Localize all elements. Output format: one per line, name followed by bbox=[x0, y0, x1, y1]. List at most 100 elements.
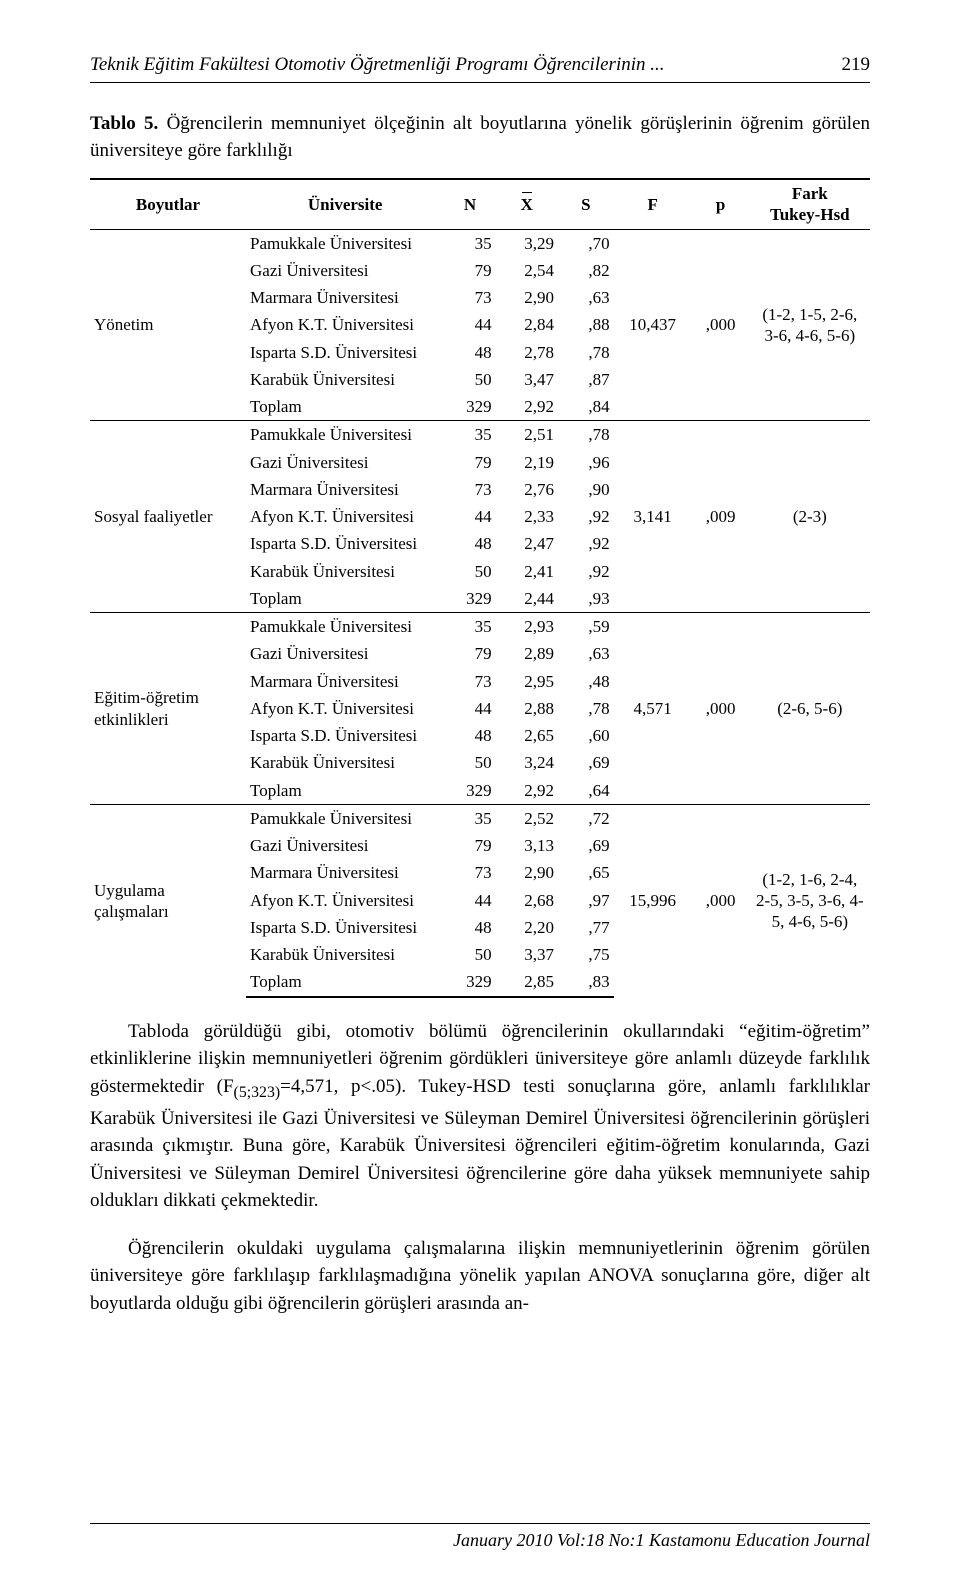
th-tukey-b: Tukey-Hsd bbox=[770, 205, 850, 224]
table-row: Sosyal faaliyetlerPamukkale Üniversitesi… bbox=[90, 421, 870, 449]
mean-cell: 2,65 bbox=[496, 722, 558, 749]
uni-cell: Pamukkale Üniversitesi bbox=[246, 229, 444, 257]
table-row: Eğitim-öğretim etkinlikleriPamukkale Üni… bbox=[90, 613, 870, 641]
th-p: p bbox=[692, 179, 750, 229]
uni-cell: Isparta S.D. Üniversitesi bbox=[246, 339, 444, 366]
sd-cell: ,92 bbox=[558, 530, 614, 557]
n-cell: 73 bbox=[444, 476, 495, 503]
sd-cell: ,77 bbox=[558, 914, 614, 941]
sd-cell: ,82 bbox=[558, 257, 614, 284]
tukey-cell: (2-3) bbox=[750, 421, 870, 613]
n-cell: 35 bbox=[444, 421, 495, 449]
mean-cell: 2,90 bbox=[496, 859, 558, 886]
mean-cell: 2,19 bbox=[496, 449, 558, 476]
mean-cell: 2,44 bbox=[496, 585, 558, 613]
journal-footer: January 2010 Vol:18 No:1 Kastamonu Educa… bbox=[90, 1523, 870, 1551]
n-cell: 48 bbox=[444, 339, 495, 366]
paragraph-1: Tabloda görüldüğü gibi, otomotiv bölümü … bbox=[90, 1018, 870, 1215]
sd-cell: ,83 bbox=[558, 968, 614, 996]
table-row: Uygulama çalışmalarıPamukkale Üniversite… bbox=[90, 804, 870, 832]
p1-sub: (5;323) bbox=[234, 1084, 281, 1101]
sd-cell: ,78 bbox=[558, 695, 614, 722]
uni-cell: Karabük Üniversitesi bbox=[246, 749, 444, 776]
sd-cell: ,69 bbox=[558, 749, 614, 776]
tukey-cell: (1-2, 1-6, 2-4, 2-5, 3-5, 3-6, 4-5, 4-6,… bbox=[750, 804, 870, 996]
mean-cell: 2,68 bbox=[496, 887, 558, 914]
mean-cell: 2,90 bbox=[496, 284, 558, 311]
p-cell: ,000 bbox=[692, 229, 750, 421]
n-cell: 48 bbox=[444, 914, 495, 941]
uni-cell: Toplam bbox=[246, 777, 444, 805]
n-cell: 329 bbox=[444, 393, 495, 421]
mean-cell: 2,76 bbox=[496, 476, 558, 503]
sd-cell: ,78 bbox=[558, 421, 614, 449]
uni-cell: Toplam bbox=[246, 968, 444, 996]
n-cell: 44 bbox=[444, 503, 495, 530]
uni-cell: Afyon K.T. Üniversitesi bbox=[246, 311, 444, 338]
sd-cell: ,78 bbox=[558, 339, 614, 366]
n-cell: 329 bbox=[444, 585, 495, 613]
uni-cell: Karabük Üniversitesi bbox=[246, 941, 444, 968]
mean-cell: 3,13 bbox=[496, 832, 558, 859]
n-cell: 35 bbox=[444, 613, 495, 641]
n-cell: 73 bbox=[444, 668, 495, 695]
sd-cell: ,88 bbox=[558, 311, 614, 338]
n-cell: 73 bbox=[444, 859, 495, 886]
mean-cell: 2,89 bbox=[496, 640, 558, 667]
uni-cell: Karabük Üniversitesi bbox=[246, 366, 444, 393]
sd-cell: ,75 bbox=[558, 941, 614, 968]
uni-cell: Afyon K.T. Üniversitesi bbox=[246, 695, 444, 722]
mean-cell: 2,51 bbox=[496, 421, 558, 449]
sd-cell: ,70 bbox=[558, 229, 614, 257]
xbar-symbol: X bbox=[521, 194, 533, 215]
paragraph-2: Öğrencilerin okuldaki uygulama çalışmala… bbox=[90, 1235, 870, 1318]
sd-cell: ,64 bbox=[558, 777, 614, 805]
sd-cell: ,48 bbox=[558, 668, 614, 695]
anova-table: Boyutlar Üniversite N X S F p Fark Tukey… bbox=[90, 178, 870, 998]
uni-cell: Gazi Üniversitesi bbox=[246, 257, 444, 284]
table-caption: Tablo 5. Öğrencilerin memnuniyet ölçeğin… bbox=[90, 111, 870, 164]
n-cell: 35 bbox=[444, 229, 495, 257]
th-f: F bbox=[614, 179, 692, 229]
dim-cell: Yönetim bbox=[90, 229, 246, 421]
uni-cell: Gazi Üniversitesi bbox=[246, 640, 444, 667]
running-head: Teknik Eğitim Fakültesi Otomotiv Öğretme… bbox=[90, 54, 870, 83]
mean-cell: 2,52 bbox=[496, 804, 558, 832]
uni-cell: Pamukkale Üniversitesi bbox=[246, 613, 444, 641]
p-cell: ,000 bbox=[692, 804, 750, 996]
uni-cell: Toplam bbox=[246, 393, 444, 421]
sd-cell: ,93 bbox=[558, 585, 614, 613]
n-cell: 50 bbox=[444, 366, 495, 393]
sd-cell: ,92 bbox=[558, 503, 614, 530]
n-cell: 35 bbox=[444, 804, 495, 832]
th-n: N bbox=[444, 179, 495, 229]
uni-cell: Marmara Üniversitesi bbox=[246, 284, 444, 311]
uni-cell: Afyon K.T. Üniversitesi bbox=[246, 503, 444, 530]
th-xbar: X bbox=[496, 179, 558, 229]
sd-cell: ,92 bbox=[558, 558, 614, 585]
tukey-cell: (2-6, 5-6) bbox=[750, 613, 870, 805]
sd-cell: ,60 bbox=[558, 722, 614, 749]
p-cell: ,009 bbox=[692, 421, 750, 613]
mean-cell: 2,92 bbox=[496, 777, 558, 805]
mean-cell: 2,41 bbox=[496, 558, 558, 585]
table-body: YönetimPamukkale Üniversitesi353,29,7010… bbox=[90, 229, 870, 997]
n-cell: 329 bbox=[444, 968, 495, 996]
n-cell: 79 bbox=[444, 257, 495, 284]
n-cell: 50 bbox=[444, 941, 495, 968]
mean-cell: 2,33 bbox=[496, 503, 558, 530]
f-cell: 3,141 bbox=[614, 421, 692, 613]
n-cell: 48 bbox=[444, 722, 495, 749]
mean-cell: 2,84 bbox=[496, 311, 558, 338]
sd-cell: ,96 bbox=[558, 449, 614, 476]
mean-cell: 2,93 bbox=[496, 613, 558, 641]
sd-cell: ,97 bbox=[558, 887, 614, 914]
f-cell: 15,996 bbox=[614, 804, 692, 996]
uni-cell: Karabük Üniversitesi bbox=[246, 558, 444, 585]
mean-cell: 2,95 bbox=[496, 668, 558, 695]
f-cell: 10,437 bbox=[614, 229, 692, 421]
uni-cell: Gazi Üniversitesi bbox=[246, 449, 444, 476]
th-s: S bbox=[558, 179, 614, 229]
n-cell: 44 bbox=[444, 887, 495, 914]
n-cell: 44 bbox=[444, 695, 495, 722]
